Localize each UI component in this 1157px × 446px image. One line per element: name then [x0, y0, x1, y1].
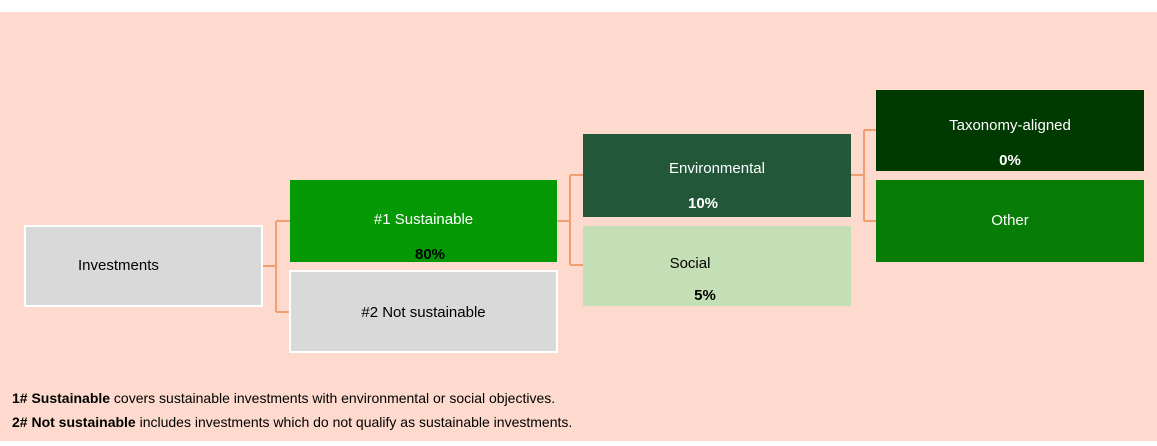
node-label: Investments	[78, 257, 159, 274]
node-box	[876, 90, 1144, 171]
node-label: Other	[991, 212, 1029, 229]
note: 2# Not sustainable includes investments …	[12, 414, 572, 430]
connector	[851, 129, 876, 222]
node-box	[289, 270, 558, 353]
node-box	[583, 226, 851, 306]
node-box	[290, 180, 557, 262]
node-box	[583, 134, 851, 217]
node-value: 10%	[688, 195, 718, 212]
connectors	[262, 129, 876, 313]
node-value: 5%	[694, 287, 716, 304]
node-label: Taxonomy-aligned	[949, 117, 1071, 134]
note-term: 2# Not sustainable	[12, 414, 136, 430]
note-term: 1# Sustainable	[12, 390, 110, 406]
note: 1# Sustainable covers sustainable invest…	[12, 390, 555, 406]
node-label: Social	[670, 255, 711, 272]
node-value: 0%	[999, 152, 1021, 169]
node-label: Environmental	[669, 160, 765, 177]
connector	[557, 174, 583, 266]
note-text: includes investments which do not qualif…	[136, 414, 573, 430]
node-box	[876, 180, 1144, 262]
note-text: covers sustainable investments with envi…	[110, 390, 555, 406]
node-box	[24, 225, 263, 307]
node-label: #1 Sustainable	[374, 211, 473, 228]
node-label: #2 Not sustainable	[361, 304, 485, 321]
connector	[262, 220, 290, 313]
node-value: 80%	[415, 246, 445, 263]
